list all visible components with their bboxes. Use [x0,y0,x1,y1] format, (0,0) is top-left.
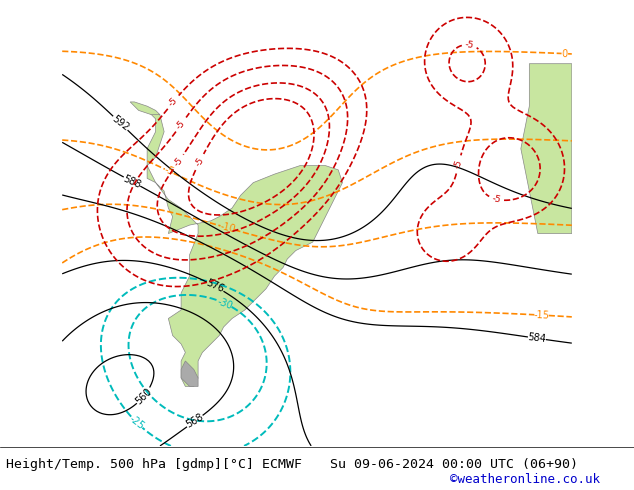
Text: 588: 588 [122,173,143,190]
Text: Su 09-06-2024 00:00 UTC (06+90): Su 09-06-2024 00:00 UTC (06+90) [330,458,578,471]
Text: 592: 592 [110,114,131,133]
Text: 560: 560 [134,386,154,406]
Text: 576: 576 [205,278,226,295]
Text: -15: -15 [533,310,550,320]
Text: -5: -5 [491,194,501,204]
Polygon shape [130,102,160,115]
Text: -5: -5 [172,155,184,168]
Text: -5: -5 [175,118,188,131]
Text: 584: 584 [527,332,547,344]
Text: -30: -30 [216,296,234,311]
Text: -5: -5 [453,159,464,170]
Text: -5: -5 [464,40,474,50]
Text: ©weatheronline.co.uk: ©weatheronline.co.uk [450,473,600,487]
Text: -5: -5 [163,165,176,178]
Polygon shape [521,64,572,234]
Text: 568: 568 [184,412,205,430]
Polygon shape [143,106,342,387]
Text: 0: 0 [562,49,568,59]
Text: -25: -25 [127,414,146,431]
Text: -5: -5 [193,156,205,168]
Polygon shape [181,361,198,387]
Text: -5: -5 [167,96,179,108]
Text: Height/Temp. 500 hPa [gdmp][°C] ECMWF: Height/Temp. 500 hPa [gdmp][°C] ECMWF [6,458,302,471]
Text: -10: -10 [219,221,236,235]
